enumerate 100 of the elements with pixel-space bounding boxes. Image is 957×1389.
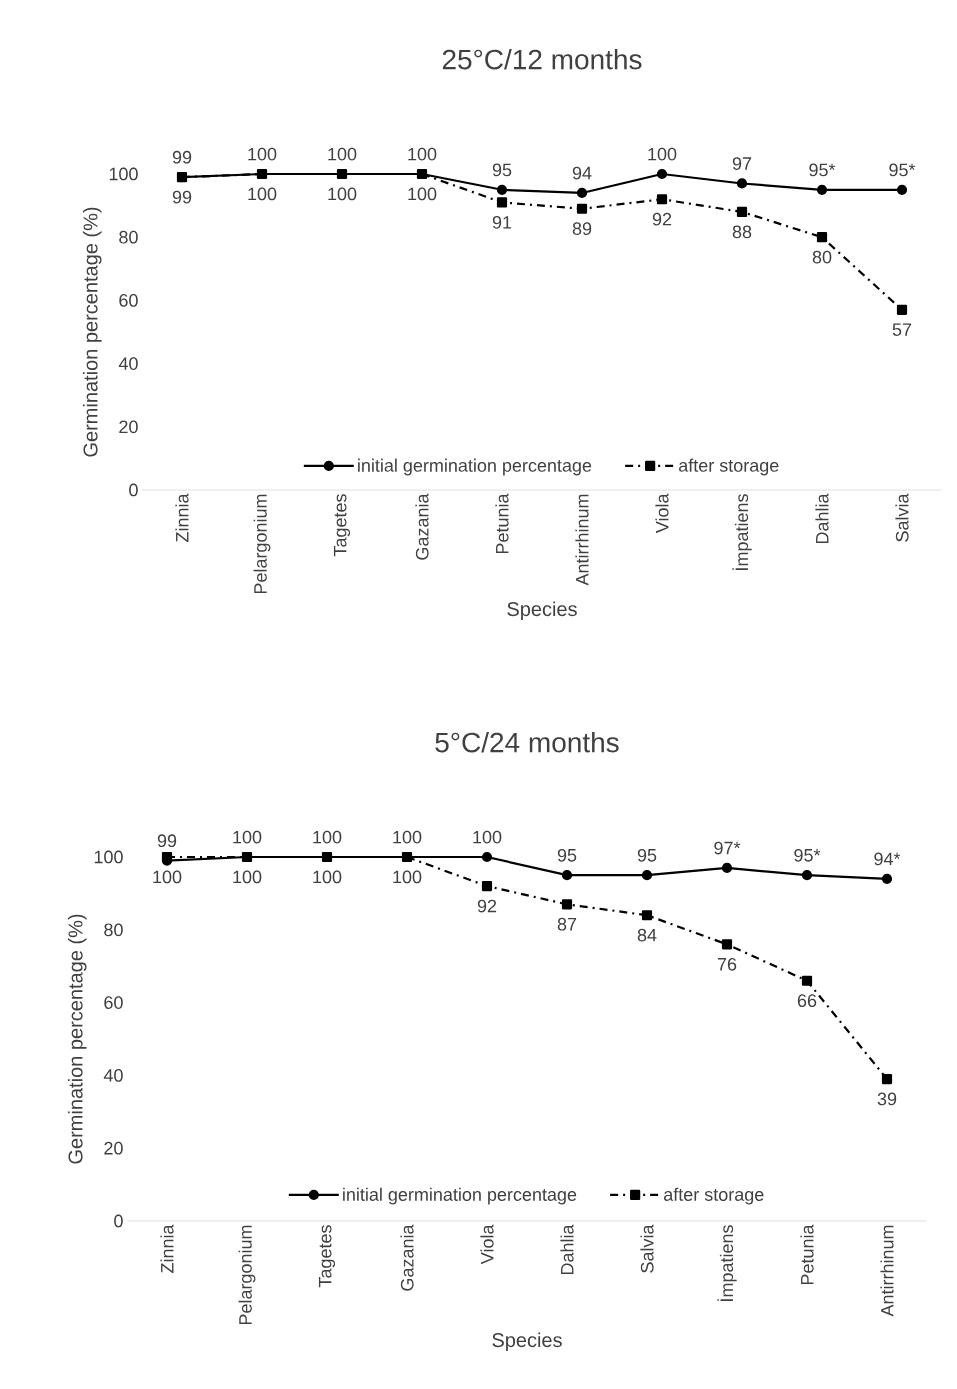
point xyxy=(576,187,588,199)
data-label: 100 xyxy=(648,147,677,161)
data-label: 94 xyxy=(572,166,592,180)
x-axis-title: Species xyxy=(492,1332,562,1352)
point xyxy=(561,870,573,881)
point xyxy=(416,168,428,180)
data-label: 100 xyxy=(233,870,262,884)
x-tick-label: İmpatiens xyxy=(732,494,752,570)
x-tick-label: Tagetes xyxy=(333,494,351,557)
x-tick-label: Gazania xyxy=(400,1224,414,1291)
x-tick-label: Pelargonium xyxy=(238,1225,256,1325)
point xyxy=(721,862,733,874)
data-label: 100 xyxy=(313,870,342,884)
data-label: 95 xyxy=(492,163,512,177)
x-tick-label: Dahlia xyxy=(560,1224,574,1275)
x-tick-label: Antirrhinum xyxy=(880,1225,894,1317)
data-label: 95* xyxy=(794,848,821,862)
data-label: 92 xyxy=(477,899,497,913)
point xyxy=(816,184,828,195)
data-label: 87 xyxy=(557,917,577,931)
y-tick-label: 40 xyxy=(103,1069,123,1082)
point xyxy=(801,870,813,881)
y-tick-label: 80 xyxy=(104,923,123,937)
point xyxy=(561,899,573,910)
point xyxy=(481,881,493,892)
data-label: 100 xyxy=(393,830,422,844)
y-tick-label: 0 xyxy=(129,483,138,497)
x-tick-label: Pelargonium xyxy=(253,494,271,594)
y-tick-label: 100 xyxy=(109,167,138,181)
y-tick-label: 60 xyxy=(104,996,123,1009)
data-label: 95 xyxy=(557,848,577,862)
data-label: 100 xyxy=(248,187,277,201)
point xyxy=(576,203,588,214)
y-tick-label: 40 xyxy=(118,357,138,370)
y-tick-label: 20 xyxy=(119,420,138,434)
legend-label: after storage xyxy=(664,1187,764,1205)
data-label: 100 xyxy=(393,870,422,884)
x-tick-label: İmpatiens xyxy=(717,1225,737,1301)
data-label: 100 xyxy=(313,830,342,844)
data-label: 89 xyxy=(572,222,592,236)
data-label: 76 xyxy=(717,957,737,971)
point xyxy=(816,232,828,243)
data-label: 100 xyxy=(408,147,437,161)
legend-label: initial germination percentage xyxy=(358,458,592,476)
data-label: 39 xyxy=(877,1092,897,1106)
data-label: 57 xyxy=(892,323,912,336)
data-label: 95 xyxy=(637,848,657,862)
point xyxy=(496,184,508,195)
x-tick-label: Tagetes xyxy=(318,1225,336,1288)
point xyxy=(896,184,908,195)
data-label: 99 xyxy=(172,190,192,204)
data-label: 95* xyxy=(809,163,836,177)
x-tick-label: Petunia xyxy=(495,493,509,554)
x-tick-label: Petunia xyxy=(800,1224,814,1285)
data-label: 99 xyxy=(172,150,192,164)
y-tick-label: 0 xyxy=(114,1214,123,1228)
data-label: 94* xyxy=(874,852,901,866)
data-label: 80 xyxy=(812,250,832,264)
x-tick-label: Gazania xyxy=(415,493,429,560)
x-tick-label: Zinnia xyxy=(175,493,189,542)
point xyxy=(321,851,333,863)
point xyxy=(736,206,748,218)
legend-label: initial germination percentage xyxy=(343,1187,577,1205)
x-tick-label: Salvia xyxy=(640,1224,654,1273)
point xyxy=(241,851,253,863)
y-tick-label: 60 xyxy=(119,294,138,307)
y-tick-label: 100 xyxy=(94,850,123,864)
point xyxy=(496,197,508,208)
point xyxy=(336,168,348,180)
x-tick-label: Salvia xyxy=(895,493,909,542)
point xyxy=(401,851,413,863)
x-axis-title: Species xyxy=(507,601,577,621)
data-label: 97* xyxy=(714,841,741,855)
data-label: 97 xyxy=(732,157,752,170)
y-axis-title: Germination percentage (%) xyxy=(82,207,102,457)
point xyxy=(256,168,268,180)
data-label: 100 xyxy=(328,187,357,201)
y-tick-label: 20 xyxy=(104,1141,123,1155)
y-tick-label: 80 xyxy=(119,230,138,244)
point xyxy=(801,975,813,986)
x-tick-label: Viola xyxy=(655,493,669,534)
data-label: 95* xyxy=(889,163,916,177)
point xyxy=(641,910,653,921)
point xyxy=(176,172,188,183)
chart-title: 25°C/12 months xyxy=(442,48,642,70)
data-label: 92 xyxy=(652,212,672,226)
point xyxy=(656,168,668,180)
data-label: 100 xyxy=(473,830,502,844)
point xyxy=(641,870,653,881)
point xyxy=(896,304,908,315)
y-axis-title: Germination percentage (%) xyxy=(67,914,87,1164)
point xyxy=(721,939,733,950)
data-label: 88 xyxy=(732,225,752,239)
data-label: 100 xyxy=(328,147,357,161)
data-label: 84 xyxy=(637,928,657,942)
x-tick-label: Viola xyxy=(480,1224,494,1265)
data-label: 100 xyxy=(408,187,437,201)
point xyxy=(881,1073,893,1085)
data-label: 99 xyxy=(157,834,177,848)
point xyxy=(736,178,748,189)
